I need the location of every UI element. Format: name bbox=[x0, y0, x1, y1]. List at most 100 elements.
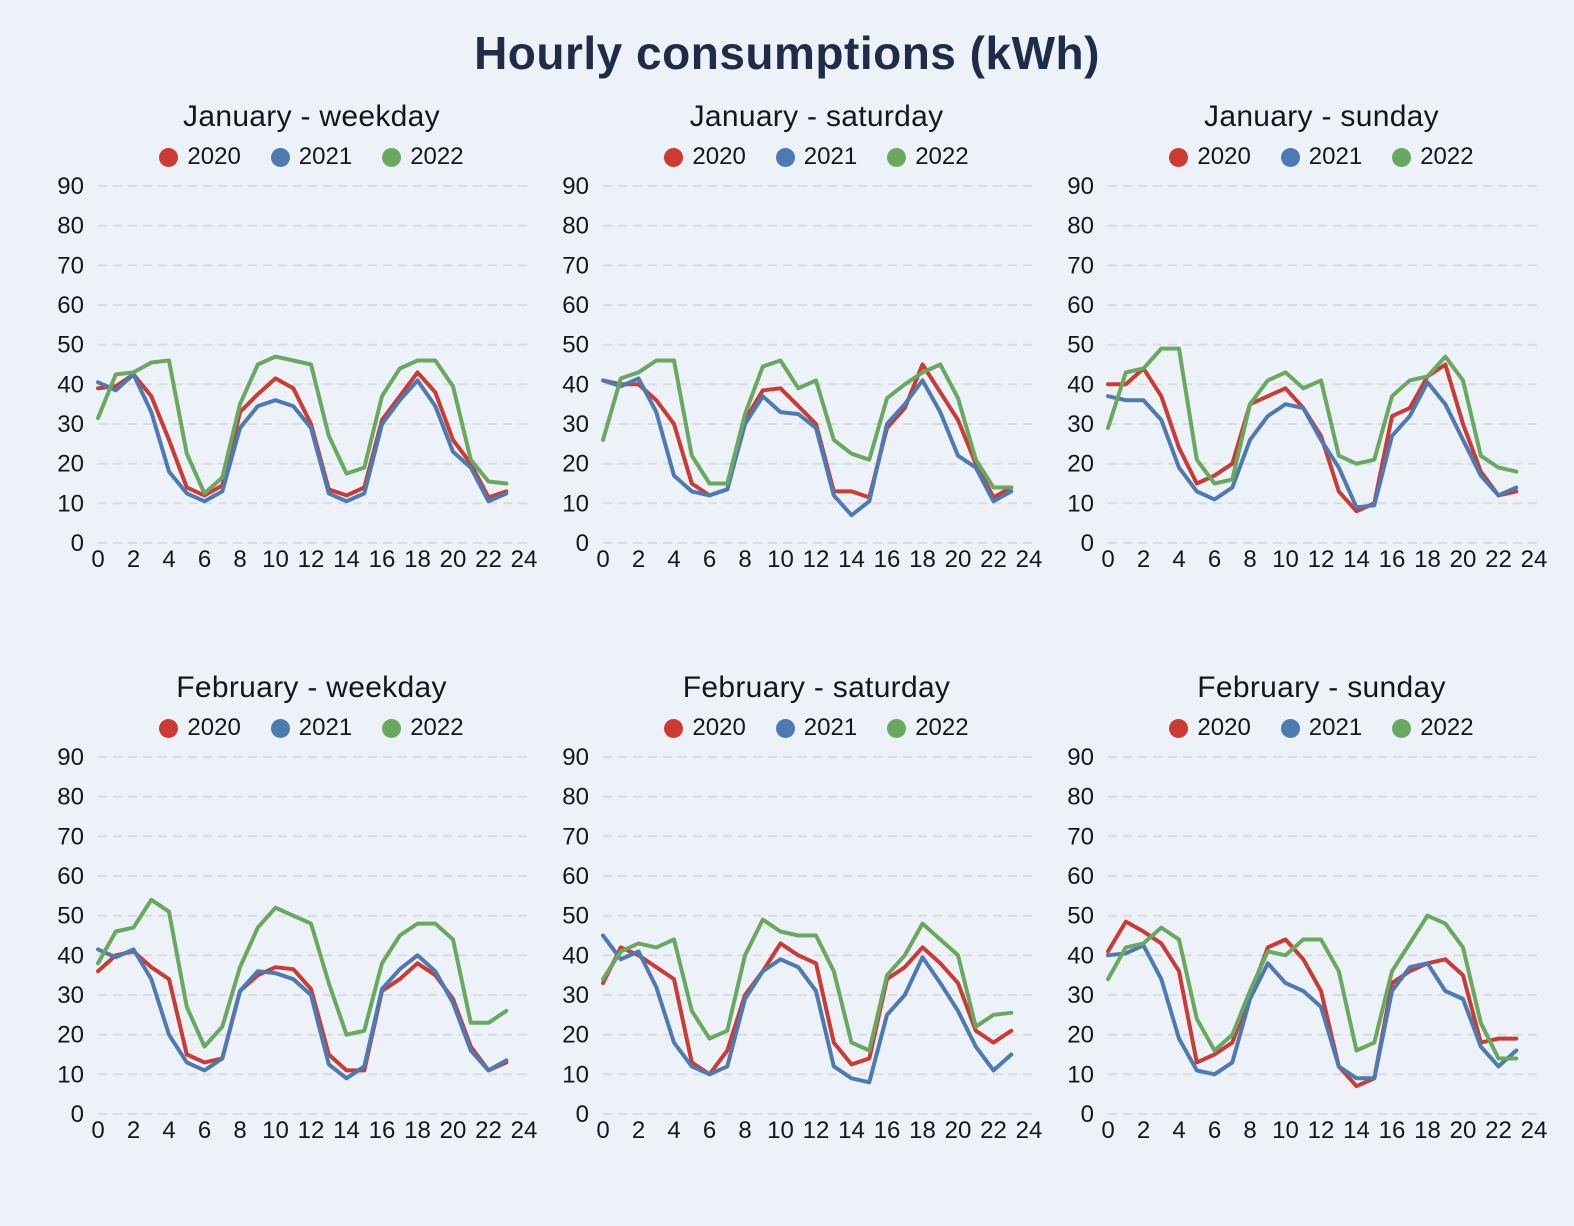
x-tick-label: 18 bbox=[1414, 546, 1441, 573]
y-tick-label: 40 bbox=[57, 942, 84, 969]
legend-label: 2020 bbox=[1197, 714, 1251, 741]
x-tick-label: 8 bbox=[738, 1117, 751, 1144]
y-tick-label: 90 bbox=[1067, 173, 1094, 200]
y-tick-label: 30 bbox=[562, 411, 589, 438]
y-tick-label: 20 bbox=[1067, 1022, 1094, 1049]
x-tick-label: 16 bbox=[1379, 1117, 1406, 1144]
y-tick-label: 20 bbox=[57, 1022, 84, 1049]
legend-dot-2020 bbox=[664, 147, 684, 167]
chart-february-sunday: February - sunday 2020 2021 2022 0 10 20 30 40 50… bbox=[1046, 669, 1551, 1144]
y-tick-label: 60 bbox=[1067, 292, 1094, 319]
legend-item-2021: 2021 bbox=[775, 714, 858, 742]
series-line-2021 bbox=[96, 372, 509, 504]
legend-item-2022: 2022 bbox=[1392, 143, 1474, 171]
x-tick-label: 10 bbox=[767, 1117, 794, 1144]
legend-label: 2020 bbox=[692, 143, 746, 170]
y-tick-label: 80 bbox=[1067, 213, 1094, 240]
x-tick-label: 2 bbox=[632, 1117, 645, 1144]
x-tick-label: 18 bbox=[1414, 1117, 1441, 1144]
legend-item-2022: 2022 bbox=[382, 714, 464, 742]
x-tick-label: 24 bbox=[1521, 1117, 1548, 1144]
y-tick-label: 60 bbox=[57, 292, 84, 319]
x-tick-label: 16 bbox=[369, 546, 396, 573]
series-line-2022 bbox=[96, 897, 509, 1049]
legend-label: 2021 bbox=[803, 714, 858, 741]
x-tick-label: 22 bbox=[980, 546, 1007, 573]
legend-dot-2022 bbox=[887, 147, 907, 167]
legend-dot-2022 bbox=[1392, 718, 1412, 738]
y-tick-label: 50 bbox=[562, 332, 589, 359]
legend-dot-2021 bbox=[775, 147, 795, 167]
x-tick-label: 12 bbox=[298, 546, 325, 573]
y-tick-label: 10 bbox=[1067, 490, 1094, 517]
chart-title: January - saturday bbox=[689, 100, 944, 133]
x-tick-label: 12 bbox=[298, 1117, 325, 1144]
x-tick-label: 12 bbox=[803, 546, 830, 573]
legend-dot-2022 bbox=[382, 147, 402, 167]
x-tick-label: 2 bbox=[1137, 1117, 1150, 1144]
legend-item-2020: 2020 bbox=[1169, 143, 1251, 171]
legend-label: 2021 bbox=[803, 143, 858, 170]
chart-january-weekday: January - weekday 2020 2021 2022 0 10 20 30 40 50… bbox=[36, 98, 541, 573]
legend-dot-2020 bbox=[1169, 718, 1189, 738]
x-tick-label: 16 bbox=[874, 1117, 901, 1144]
x-tick-label: 20 bbox=[1450, 546, 1477, 573]
x-tick-label: 20 bbox=[1450, 1117, 1477, 1144]
x-tick-label: 10 bbox=[262, 1117, 289, 1144]
series-line-2020 bbox=[601, 362, 1014, 500]
series-line-2021 bbox=[96, 947, 509, 1081]
y-tick-label: 90 bbox=[57, 173, 84, 200]
y-tick-label: 40 bbox=[57, 371, 84, 398]
legend-label: 2022 bbox=[915, 143, 969, 170]
x-tick-label: 8 bbox=[233, 1117, 246, 1144]
series-line-2021 bbox=[1106, 943, 1519, 1081]
chart-title: February - sunday bbox=[1197, 671, 1446, 704]
y-tick-label: 0 bbox=[1081, 1101, 1094, 1128]
legend-label: 2021 bbox=[1308, 714, 1363, 741]
legend-item-2022: 2022 bbox=[887, 714, 969, 742]
chart-legend: 2020 2021 2022 bbox=[1046, 143, 1551, 171]
legend-dot-2022 bbox=[1392, 147, 1412, 167]
chart-february-weekday: February - weekday 2020 2021 2022 0 10 20 30 40 5… bbox=[36, 669, 541, 1144]
legend-item-2021: 2021 bbox=[270, 714, 352, 742]
legend-item-2022: 2022 bbox=[382, 143, 464, 171]
y-tick-label: 40 bbox=[562, 942, 589, 969]
y-tick-label: 20 bbox=[562, 451, 589, 478]
x-tick-label: 4 bbox=[162, 1117, 175, 1144]
x-tick-label: 14 bbox=[838, 1117, 865, 1144]
y-tick-label: 30 bbox=[1067, 982, 1094, 1009]
y-tick-label: 10 bbox=[1067, 1061, 1094, 1088]
x-tick-label: 16 bbox=[874, 546, 901, 573]
x-tick-label: 10 bbox=[767, 546, 794, 573]
y-tick-label: 80 bbox=[562, 213, 589, 240]
series-line-2020 bbox=[1106, 919, 1519, 1089]
y-tick-label: 40 bbox=[562, 371, 589, 398]
legend-label: 2022 bbox=[410, 714, 464, 741]
legend-label: 2022 bbox=[410, 143, 464, 170]
y-tick-label: 30 bbox=[562, 982, 589, 1009]
legend-item-2020: 2020 bbox=[159, 714, 241, 742]
legend-dot-2021 bbox=[270, 718, 290, 738]
x-tick-label: 24 bbox=[511, 1117, 538, 1144]
series-line-2022 bbox=[96, 354, 509, 496]
x-tick-label: 12 bbox=[803, 1117, 830, 1144]
y-tick-label: 10 bbox=[57, 490, 84, 517]
x-tick-label: 6 bbox=[1208, 546, 1221, 573]
page-title: Hourly consumptions (kWh) bbox=[474, 27, 1100, 79]
legend-dot-2021 bbox=[1280, 718, 1300, 738]
legend-item-2020: 2020 bbox=[159, 143, 241, 171]
x-tick-label: 4 bbox=[667, 1117, 680, 1144]
legend-item-2020: 2020 bbox=[664, 714, 746, 742]
x-tick-label: 6 bbox=[198, 1117, 211, 1144]
x-tick-label: 20 bbox=[945, 1117, 972, 1144]
y-tick-label: 60 bbox=[1067, 863, 1094, 890]
y-tick-label: 60 bbox=[57, 863, 84, 890]
x-tick-label: 12 bbox=[1308, 1117, 1335, 1144]
x-tick-label: 0 bbox=[91, 546, 104, 573]
chart-january-saturday: January - saturday 2020 2021 2022 0 10 20 30 40 5… bbox=[541, 98, 1046, 573]
x-tick-label: 4 bbox=[667, 546, 680, 573]
chart-legend: 2020 2021 2022 bbox=[1046, 714, 1551, 742]
x-tick-label: 14 bbox=[838, 546, 865, 573]
